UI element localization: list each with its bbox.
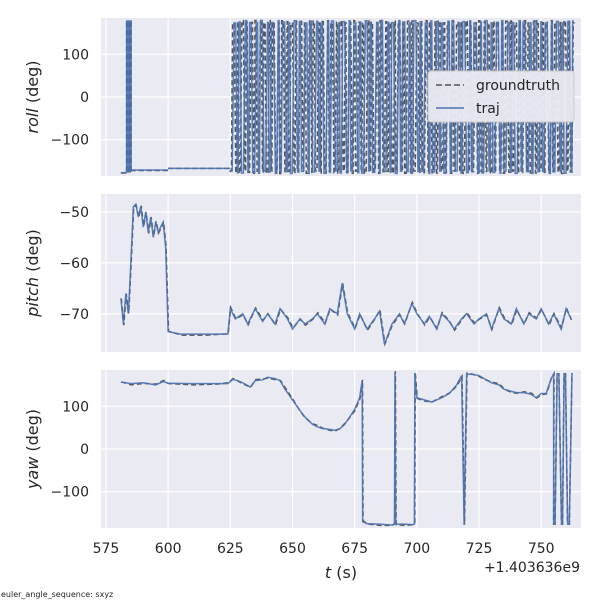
y-tick-label: −100 — [51, 485, 89, 501]
x-axis-var: t — [325, 563, 332, 582]
x-tick-label: 675 — [341, 541, 368, 557]
y-tick-label: −100 — [51, 133, 89, 149]
y-axis-label-yaw: yaw (deg) — [23, 409, 42, 490]
x-tick-label: 700 — [403, 541, 430, 557]
y-tick-label: −60 — [59, 256, 89, 272]
y-axis-label-roll: roll (deg) — [23, 61, 42, 134]
x-tick-label: 575 — [93, 541, 120, 557]
x-tick-label: 600 — [155, 541, 182, 557]
footnote: euler_angle_sequence: sxyz — [1, 590, 113, 599]
panel-yaw: 100 0 −100 yaw (deg) — [23, 370, 581, 528]
y-tick-label: −50 — [59, 205, 89, 221]
x-axis-unit: (s) — [331, 563, 357, 582]
legend-label-groundtruth: groundtruth — [476, 78, 560, 94]
panel-pitch: −50 −60 −70 pitch (deg) — [23, 194, 581, 352]
y-tick-label: 100 — [62, 47, 89, 63]
y-tick-label: −70 — [59, 307, 89, 323]
legend: groundtruth traj — [427, 70, 575, 123]
x-axis-offset: +1.403636e9 — [484, 560, 580, 576]
y-tick-label: 0 — [80, 90, 89, 106]
x-tick-label: 650 — [279, 541, 306, 557]
x-axis-label: t (s) — [325, 563, 357, 582]
x-tick-label: 750 — [528, 541, 555, 557]
legend-label-traj: traj — [476, 101, 500, 117]
series-traj — [120, 371, 573, 526]
x-tick-label: 625 — [217, 541, 244, 557]
legend-box — [427, 70, 575, 123]
y-axis-label-pitch: pitch (deg) — [23, 229, 42, 318]
y-tick-label: 0 — [80, 442, 89, 458]
series-traj — [120, 19, 574, 175]
y-tick-label: 100 — [62, 399, 89, 415]
plot-area — [101, 194, 581, 352]
series-traj — [120, 202, 572, 345]
x-tick-label: 725 — [466, 541, 493, 557]
